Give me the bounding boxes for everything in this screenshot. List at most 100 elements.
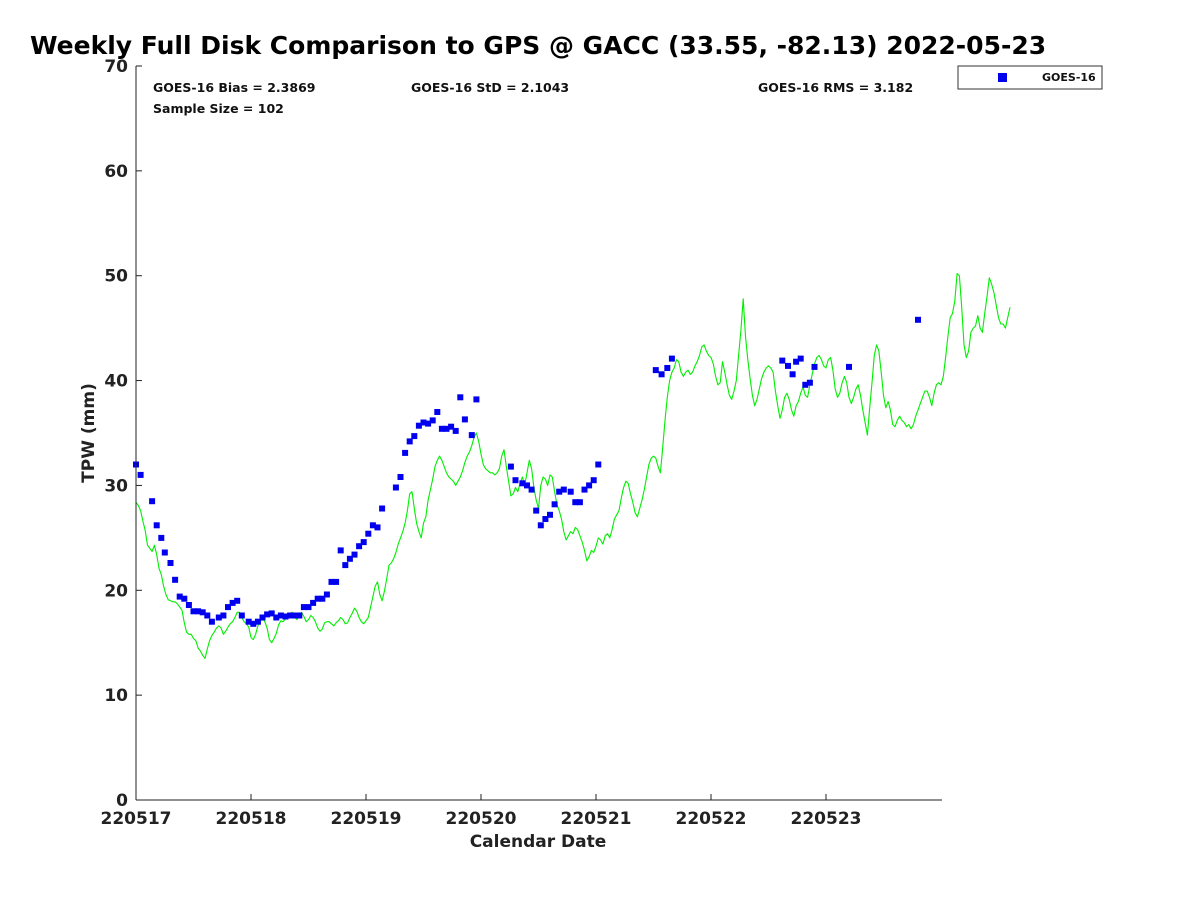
goes16-point (524, 482, 530, 489)
goes16-point (411, 433, 418, 440)
goes16-point (473, 396, 480, 403)
goes16-point (333, 578, 340, 585)
legend: GOES-16 (957, 65, 1103, 90)
goes16-point (360, 539, 367, 546)
goes16-point (512, 477, 519, 484)
goes16-point (392, 484, 399, 491)
goes16-point (652, 367, 659, 374)
goes16-point (229, 599, 236, 606)
goes16-point (268, 610, 275, 617)
goes16-point (137, 471, 144, 478)
goes16-point (195, 608, 202, 615)
goes16-point (310, 599, 317, 606)
goes16-point (425, 420, 432, 427)
goes16-point (379, 505, 386, 512)
goes16-point (448, 423, 455, 430)
goes16-point (264, 611, 271, 618)
goes16-point (507, 463, 514, 470)
goes16-point (176, 593, 183, 600)
goes16-point (443, 425, 450, 432)
goes16-point (779, 357, 786, 364)
goes16-point (576, 499, 583, 506)
goes16-point (254, 618, 261, 625)
y-tick-label: 0 (116, 791, 128, 811)
goes16-point (542, 516, 549, 522)
x-tick-label: 220519 (331, 809, 402, 829)
goes16-point (215, 614, 222, 621)
goes16-point (149, 498, 156, 505)
x-tick-label: 220518 (216, 809, 287, 829)
goes16-point (328, 578, 335, 585)
goes16-points-layer (133, 316, 921, 627)
x-axis-label: Calendar Date (470, 832, 607, 852)
y-tick-label: 40 (104, 372, 128, 392)
x-tick-label: 220517 (101, 809, 172, 829)
x-tick-label: 220522 (676, 809, 747, 829)
x-axis-ticks: 220517 220518 220519 220520 220521 220522 2205… (101, 794, 862, 829)
goes16-point (519, 480, 526, 487)
y-tick-label: 20 (104, 581, 128, 601)
goes16-point (793, 358, 800, 365)
goes16-point (161, 549, 168, 556)
y-tick-label: 10 (104, 686, 128, 706)
goes16-point (438, 425, 445, 432)
goes16-point (457, 394, 464, 401)
gps-tpw-line (135, 273, 1011, 659)
goes16-point (172, 576, 179, 583)
goes16-point (468, 432, 475, 439)
goes16-point (551, 501, 558, 508)
goes16-point (461, 416, 468, 423)
goes16-point (590, 477, 597, 484)
goes16-point (291, 612, 298, 619)
goes16-point (434, 409, 441, 415)
goes16-point (915, 316, 921, 323)
goes16-point (581, 486, 588, 493)
goes16-point (797, 355, 804, 362)
goes16-point (225, 604, 231, 611)
goes16-point (528, 486, 535, 493)
goes16-point (287, 612, 294, 619)
sample-size-annotation: Sample Size = 102 (153, 101, 284, 116)
goes16-point (220, 612, 227, 619)
goes16-point (208, 618, 215, 625)
legend-marker-goes16 (998, 73, 1007, 82)
goes16-point (537, 522, 544, 529)
goes16-point (273, 614, 280, 621)
goes16-point (259, 614, 266, 621)
goes16-point (402, 449, 409, 456)
goes16-point (846, 363, 852, 370)
goes16-point (572, 499, 579, 506)
goes16-point (282, 613, 289, 620)
goes16-point (369, 522, 376, 529)
goes16-point (415, 422, 422, 429)
x-tick-label: 220523 (791, 809, 862, 829)
goes16-point (296, 612, 303, 619)
goes16-point (351, 551, 358, 558)
goes16-point (560, 486, 567, 493)
goes16-point (595, 461, 602, 468)
goes16-point (668, 355, 675, 362)
goes16-point (356, 543, 363, 550)
goes16-point (811, 363, 818, 370)
legend-box (957, 65, 1103, 90)
y-tick-label: 60 (104, 162, 128, 182)
goes16-point (337, 547, 344, 554)
x-tick-label: 220520 (446, 809, 517, 829)
goes16-point (452, 427, 459, 434)
goes16-point (323, 591, 330, 598)
goes16-point (245, 618, 252, 625)
goes16-point (365, 530, 372, 537)
goes16-point (374, 524, 381, 531)
goes16-point (429, 417, 436, 424)
goes16-point (319, 595, 326, 602)
y-axis-label: TPW (mm) (79, 383, 99, 483)
goes16-point (346, 555, 353, 562)
goes16-point (300, 604, 307, 611)
x-tick-label: 220521 (561, 809, 632, 829)
goes16-point (314, 595, 321, 602)
goes16-point (806, 379, 813, 386)
goes16-point (153, 522, 160, 529)
legend-label-goes16: GOES-16 (1042, 71, 1096, 84)
